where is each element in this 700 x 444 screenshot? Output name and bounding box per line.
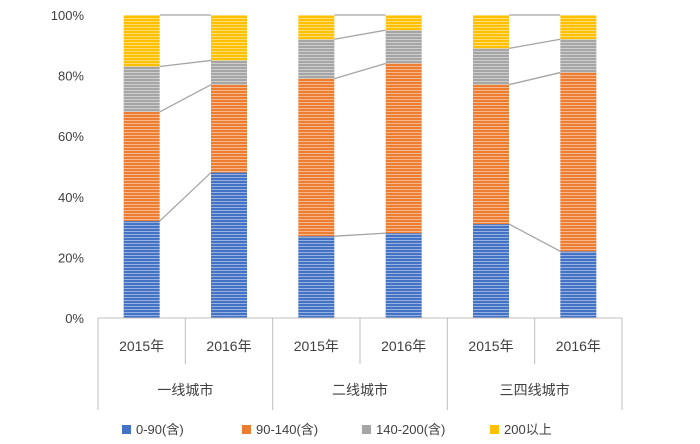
- bar-segment-texture: [123, 221, 160, 318]
- series-connector-lines: [159, 14, 561, 252]
- bar-segment-texture: [473, 48, 509, 85]
- series-connector-line: [334, 62, 386, 80]
- bar-segment-texture: [123, 111, 160, 222]
- bar-segment-texture: [385, 63, 422, 234]
- legend-label: 0-90(含): [136, 422, 184, 437]
- bar-segment-texture: [211, 60, 247, 85]
- series-connector-line: [159, 59, 212, 68]
- y-tick-label: 40%: [58, 190, 84, 205]
- x-category-label: 2015年: [468, 338, 513, 354]
- bar-segment-texture: [560, 39, 597, 73]
- legend-label: 200以上: [504, 422, 552, 437]
- bar-segment-texture: [385, 233, 422, 318]
- series-connector-line: [508, 71, 561, 86]
- y-tick-label: 100%: [51, 8, 85, 23]
- series-connector-line: [508, 223, 561, 252]
- y-tick-label: 0%: [65, 311, 84, 326]
- bar-segment-texture: [560, 251, 597, 318]
- legend-swatch: [122, 425, 131, 434]
- series-connector-line: [508, 38, 561, 49]
- bar-segment-texture: [123, 15, 160, 67]
- bar-segment-texture: [560, 15, 597, 40]
- bar-segment-texture: [385, 30, 422, 64]
- bars: [123, 15, 597, 318]
- x-category-label: 2015年: [294, 338, 339, 354]
- y-tick-label: 60%: [58, 129, 84, 144]
- legend-swatch: [490, 425, 499, 434]
- series-connector-line: [334, 232, 386, 237]
- y-tick-label: 80%: [58, 69, 84, 84]
- series-connector-line: [159, 84, 212, 113]
- x-category-label: 2016年: [206, 338, 251, 354]
- bar-segment-texture: [211, 15, 247, 61]
- legend-swatch: [242, 425, 251, 434]
- legend-swatch: [362, 425, 371, 434]
- legend-label: 90-140(含): [256, 422, 318, 437]
- bar-segment-texture: [298, 15, 335, 40]
- x-category-label: 2015年: [119, 338, 164, 354]
- bar-segment-texture: [473, 224, 509, 318]
- bar-segment-texture: [473, 15, 509, 49]
- y-axis: 0% 20% 40% 60% 80% 100%: [51, 8, 85, 326]
- bar-segment-texture: [211, 172, 247, 318]
- bar-segment-texture: [211, 84, 247, 173]
- series-connector-line: [334, 29, 386, 40]
- bar-segment-texture: [123, 66, 160, 112]
- x-group-label: 一线城市: [157, 382, 213, 398]
- y-tick-label: 20%: [58, 250, 84, 265]
- bar-segment-texture: [298, 78, 335, 237]
- bar-segment-texture: [560, 72, 597, 252]
- x-group-label: 二线城市: [332, 382, 388, 398]
- legend: 0-90(含) 90-140(含) 140-200(含) 200以上: [122, 422, 552, 437]
- bar-segment-texture: [473, 84, 509, 225]
- x-group-label: 三四线城市: [500, 382, 570, 398]
- bar-segment-texture: [385, 15, 422, 31]
- series-connector-line: [159, 172, 212, 222]
- legend-label: 140-200(含): [376, 422, 445, 437]
- bar-segment-texture: [298, 236, 335, 318]
- bar-segment-texture: [298, 39, 335, 79]
- x-category-label: 2016年: [381, 338, 426, 354]
- x-category-label: 2016年: [556, 338, 601, 354]
